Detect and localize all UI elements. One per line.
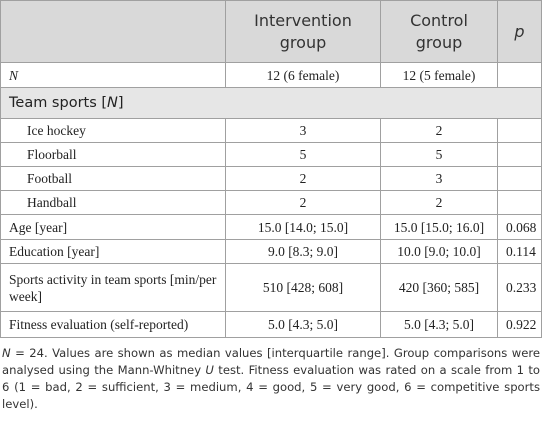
table-cell: 0.922 bbox=[497, 311, 542, 338]
section-text: N bbox=[107, 94, 118, 111]
cell-text: 12 (6 female) bbox=[266, 67, 340, 83]
table-cell: 3 bbox=[380, 166, 498, 191]
table-cell: 2 bbox=[225, 166, 381, 191]
table-cell bbox=[497, 166, 542, 191]
section-text: Team sports [ bbox=[9, 94, 108, 111]
table-cell: N bbox=[0, 62, 226, 88]
cell-text: 2 bbox=[435, 123, 443, 138]
cell-text: 0.922 bbox=[506, 317, 537, 332]
cell-text: Floorball bbox=[27, 147, 77, 162]
table-cell bbox=[497, 190, 542, 215]
cell-text: Sports activity in team sports [min/per … bbox=[9, 271, 217, 304]
table-cell: 0.233 bbox=[497, 263, 542, 312]
header-cell bbox=[0, 0, 226, 63]
table-cell: 9.0 [8.3; 9.0] bbox=[225, 239, 381, 264]
table-cell: 5 bbox=[380, 142, 498, 167]
table-cell bbox=[497, 142, 542, 167]
table-row: Age [year] 15.0 [14.0; 15.0] 15.0 [15.0; 1… bbox=[0, 214, 542, 240]
cell-text: Fitness evaluation (self-reported) bbox=[9, 317, 189, 332]
table-cell: Education [year] bbox=[0, 239, 226, 264]
header-cell: p bbox=[497, 0, 542, 63]
cell-text: 3 bbox=[299, 123, 307, 138]
data-table: Intervention group Control group p N 12 (… bbox=[0, 0, 542, 338]
table-row: Ice hockey 3 2 bbox=[0, 118, 542, 143]
cell-text: Handball bbox=[27, 195, 77, 210]
table-cell bbox=[497, 62, 542, 88]
table-cell: 5.0 [4.3; 5.0] bbox=[225, 311, 381, 338]
table-cell: 12 (6 female) bbox=[225, 62, 381, 88]
cell-text: Ice hockey bbox=[27, 123, 86, 138]
cell-text: 10.0 [9.0; 10.0] bbox=[397, 244, 481, 259]
header-row: Intervention group Control group p bbox=[0, 0, 542, 63]
table-cell: 0.114 bbox=[497, 239, 542, 264]
table-cell: Ice hockey bbox=[0, 118, 226, 143]
cell-text: N bbox=[9, 67, 19, 83]
footnote-text: = 24. Values are shown as median values … bbox=[2, 346, 540, 377]
cell-text: 15.0 [15.0; 16.0] bbox=[393, 219, 485, 235]
cell-text: 5.0 [4.3; 5.0] bbox=[267, 317, 339, 332]
section-cell: Team sports [N] bbox=[0, 87, 542, 119]
table-row: Floorball 5 5 bbox=[0, 142, 542, 167]
table-cell: Floorball bbox=[0, 142, 226, 167]
table-cell: Football bbox=[0, 166, 226, 191]
cell-text: 5.0 [4.3; 5.0] bbox=[403, 317, 475, 332]
table-cell: 10.0 [9.0; 10.0] bbox=[380, 239, 498, 264]
cell-text: 5 bbox=[435, 147, 443, 162]
cell-text: Education [year] bbox=[9, 244, 100, 259]
cell-text: 3 bbox=[435, 171, 443, 186]
cell-text: 0.114 bbox=[506, 244, 536, 259]
table-cell: 15.0 [15.0; 16.0] bbox=[380, 214, 498, 240]
cell-text: 0.233 bbox=[506, 280, 537, 295]
table-cell: Fitness evaluation (self-reported) bbox=[0, 311, 226, 338]
table-cell: Sports activity in team sports [min/per … bbox=[0, 263, 226, 312]
table-cell: 5.0 [4.3; 5.0] bbox=[380, 311, 498, 338]
table-cell: 2 bbox=[380, 190, 498, 215]
footnote-text: U bbox=[205, 363, 214, 377]
table-row: Handball 2 2 bbox=[0, 190, 542, 215]
table-cell: 5 bbox=[225, 142, 381, 167]
table-cell: 3 bbox=[225, 118, 381, 143]
table-cell: 2 bbox=[225, 190, 381, 215]
cell-text: 2 bbox=[299, 195, 307, 210]
cell-text: Football bbox=[27, 171, 73, 186]
table-row: Fitness evaluation (self-reported) 5.0 [4… bbox=[0, 311, 542, 338]
footnote-text: N bbox=[2, 346, 11, 360]
footnote-text: test. Fitness evaluation was rated on a … bbox=[2, 363, 540, 411]
cell-text: 420 [360; 585] bbox=[398, 280, 480, 295]
section-row: Team sports [N] bbox=[0, 87, 542, 119]
table-cell: Handball bbox=[0, 190, 226, 215]
header-cell: Control group bbox=[380, 0, 498, 63]
table-row: Sports activity in team sports [min/per … bbox=[0, 263, 542, 312]
section-text: ] bbox=[117, 94, 124, 111]
header-cell: Intervention group bbox=[225, 0, 381, 63]
table-cell: 2 bbox=[380, 118, 498, 143]
cell-text: 15.0 [14.0; 15.0] bbox=[257, 219, 349, 235]
cell-text: 510 [428; 608] bbox=[262, 280, 344, 295]
table-row: Education [year] 9.0 [8.3; 9.0] 10.0 [9.0;… bbox=[0, 239, 542, 264]
table-body: Intervention group Control group p N 12 (… bbox=[0, 0, 542, 338]
cell-text: 2 bbox=[299, 171, 307, 186]
table-cell: 0.068 bbox=[497, 214, 542, 240]
cell-text: Age [year] bbox=[9, 219, 68, 235]
header-text: p bbox=[514, 21, 525, 41]
table-row: N 12 (6 female) 12 (5 female) bbox=[0, 62, 542, 88]
table-cell bbox=[497, 118, 542, 143]
cell-text: 5 bbox=[299, 147, 307, 162]
table-row: Football 2 3 bbox=[0, 166, 542, 191]
cell-text: 0.068 bbox=[506, 219, 537, 235]
cell-text: 9.0 [8.3; 9.0] bbox=[267, 244, 339, 259]
table-cell: 510 [428; 608] bbox=[225, 263, 381, 312]
table-cell: 420 [360; 585] bbox=[380, 263, 498, 312]
footnote: N = 24. Values are shown as median value… bbox=[0, 338, 542, 413]
table-cell: 12 (5 female) bbox=[380, 62, 498, 88]
cell-text: 12 (5 female) bbox=[402, 67, 476, 83]
table-cell: 15.0 [14.0; 15.0] bbox=[225, 214, 381, 240]
cell-text: 2 bbox=[435, 195, 443, 210]
table-cell: Age [year] bbox=[0, 214, 226, 240]
